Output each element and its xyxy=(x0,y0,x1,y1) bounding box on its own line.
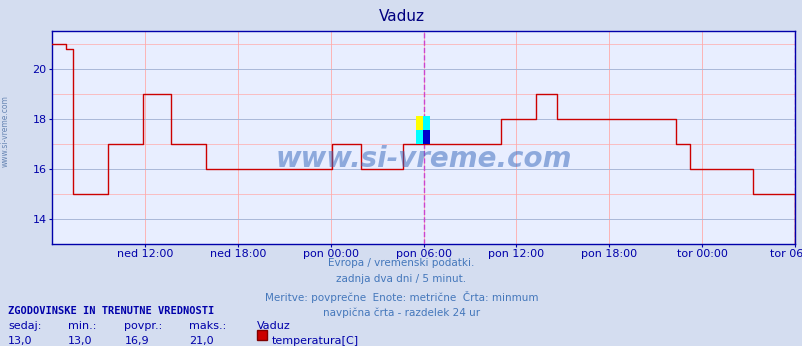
Bar xyxy=(415,116,423,130)
Text: Meritve: povprečne  Enote: metrične  Črta: minmum: Meritve: povprečne Enote: metrične Črta:… xyxy=(265,291,537,303)
Text: 21,0: 21,0 xyxy=(188,336,213,346)
Text: 16,9: 16,9 xyxy=(124,336,149,346)
Text: min.:: min.: xyxy=(68,321,96,331)
Text: Vaduz: Vaduz xyxy=(378,9,424,24)
Text: www.si-vreme.com: www.si-vreme.com xyxy=(1,95,10,167)
Text: Evropa / vremenski podatki.: Evropa / vremenski podatki. xyxy=(328,258,474,268)
Bar xyxy=(423,116,430,130)
Text: temperatura[C]: temperatura[C] xyxy=(271,336,358,346)
Text: 13,0: 13,0 xyxy=(8,336,33,346)
Text: zadnja dva dni / 5 minut.: zadnja dva dni / 5 minut. xyxy=(336,274,466,284)
Text: povpr.:: povpr.: xyxy=(124,321,163,331)
Text: sedaj:: sedaj: xyxy=(8,321,42,331)
Bar xyxy=(423,130,430,144)
Bar xyxy=(415,130,423,144)
Text: maks.:: maks.: xyxy=(188,321,225,331)
Text: 13,0: 13,0 xyxy=(68,336,93,346)
Text: ZGODOVINSKE IN TRENUTNE VREDNOSTI: ZGODOVINSKE IN TRENUTNE VREDNOSTI xyxy=(8,306,214,316)
Text: navpična črta - razdelek 24 ur: navpična črta - razdelek 24 ur xyxy=(322,308,480,318)
Text: Vaduz: Vaduz xyxy=(257,321,290,331)
Text: www.si-vreme.com: www.si-vreme.com xyxy=(275,145,571,173)
